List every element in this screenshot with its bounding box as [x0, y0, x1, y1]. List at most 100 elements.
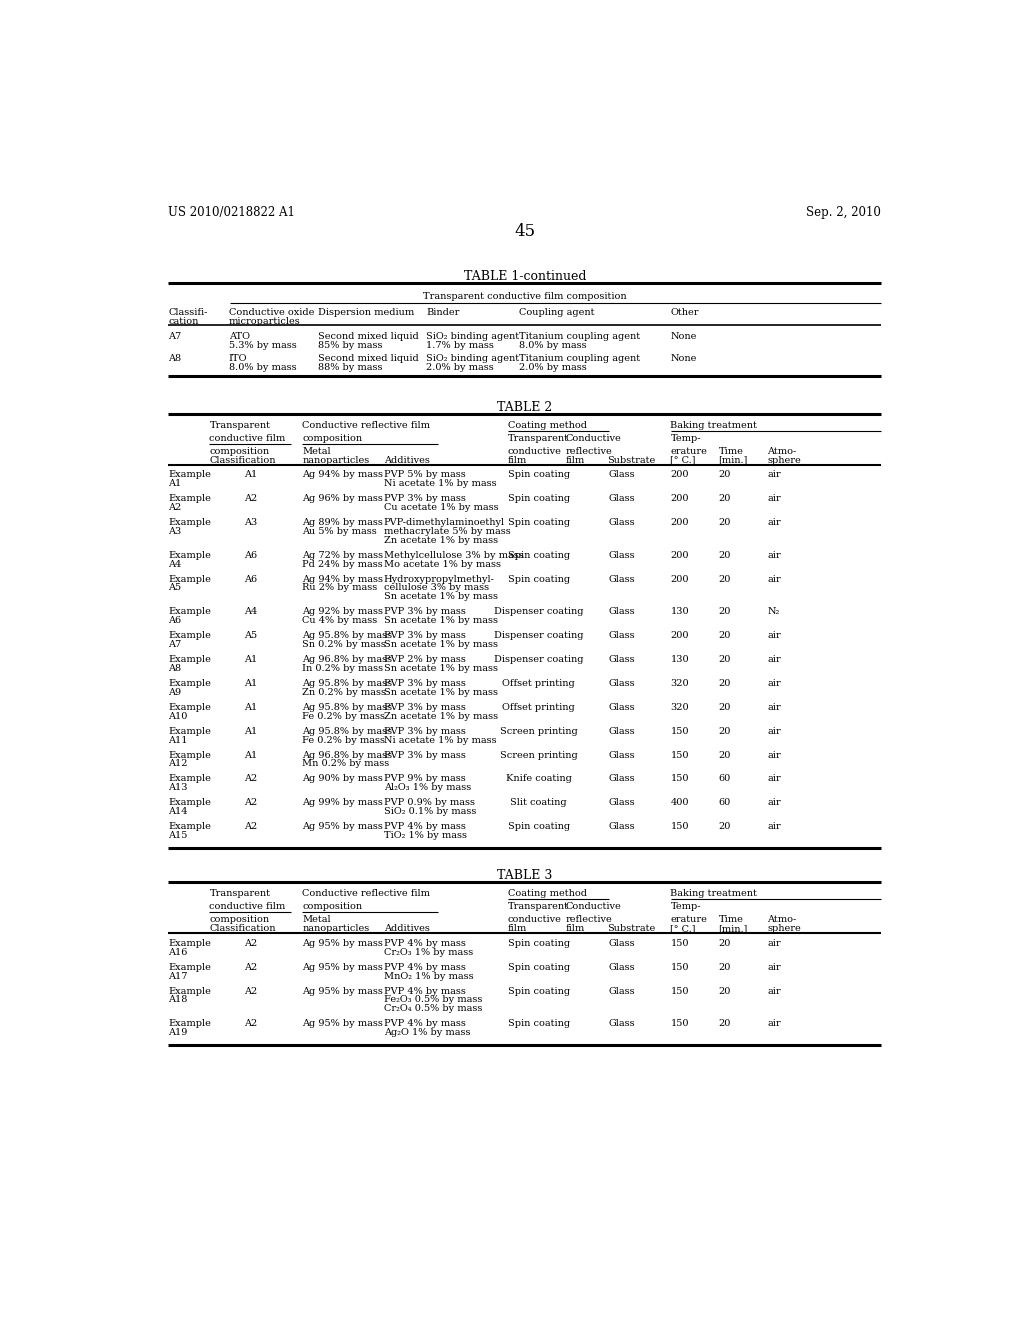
Text: Offset printing: Offset printing — [503, 702, 575, 711]
Text: Time: Time — [719, 915, 743, 924]
Text: 200: 200 — [671, 574, 689, 583]
Text: A1: A1 — [245, 702, 257, 711]
Text: Sep. 2, 2010: Sep. 2, 2010 — [807, 206, 882, 219]
Text: A2: A2 — [245, 799, 257, 808]
Text: 2.0% by mass: 2.0% by mass — [519, 363, 587, 372]
Text: 20: 20 — [719, 822, 731, 832]
Text: In 0.2% by mass: In 0.2% by mass — [302, 664, 384, 673]
Text: A7: A7 — [168, 640, 181, 649]
Text: Hydroxypropylmethyl-: Hydroxypropylmethyl- — [384, 574, 495, 583]
Text: [min.]: [min.] — [719, 924, 748, 933]
Text: Glass: Glass — [608, 631, 635, 640]
Text: Offset printing: Offset printing — [503, 678, 575, 688]
Text: Conductive: Conductive — [566, 434, 622, 442]
Text: air: air — [767, 986, 781, 995]
Text: Glass: Glass — [608, 799, 635, 808]
Text: Baking treatment: Baking treatment — [671, 890, 758, 898]
Text: air: air — [767, 678, 781, 688]
Text: Conductive reflective film: Conductive reflective film — [302, 421, 430, 429]
Text: Ag 90% by mass: Ag 90% by mass — [302, 775, 383, 783]
Text: 20: 20 — [719, 1019, 731, 1028]
Text: Classification: Classification — [209, 924, 275, 933]
Text: Cu acetate 1% by mass: Cu acetate 1% by mass — [384, 503, 499, 512]
Text: A5: A5 — [168, 583, 181, 593]
Text: 150: 150 — [671, 1019, 689, 1028]
Text: Pd 24% by mass: Pd 24% by mass — [302, 560, 383, 569]
Text: Ag 95.8% by mass: Ag 95.8% by mass — [302, 726, 392, 735]
Text: Example: Example — [168, 986, 211, 995]
Text: Cr₂O₃ 1% by mass: Cr₂O₃ 1% by mass — [384, 948, 473, 957]
Text: Atmo-: Atmo- — [767, 915, 797, 924]
Text: nanoparticles: nanoparticles — [302, 455, 370, 465]
Text: Example: Example — [168, 494, 211, 503]
Text: Ag 95% by mass: Ag 95% by mass — [302, 962, 383, 972]
Text: SiO₂ 0.1% by mass: SiO₂ 0.1% by mass — [384, 807, 476, 816]
Text: PVP 4% by mass: PVP 4% by mass — [384, 939, 466, 948]
Text: conductive film: conductive film — [209, 903, 286, 911]
Text: Knife coating: Knife coating — [506, 775, 571, 783]
Text: 8.0% by mass: 8.0% by mass — [519, 341, 587, 350]
Text: Ag 72% by mass: Ag 72% by mass — [302, 550, 384, 560]
Text: Example: Example — [168, 574, 211, 583]
Text: Sn acetate 1% by mass: Sn acetate 1% by mass — [384, 688, 498, 697]
Text: A3: A3 — [168, 527, 181, 536]
Text: air: air — [767, 574, 781, 583]
Text: Classification: Classification — [209, 455, 275, 465]
Text: Coating method: Coating method — [508, 890, 587, 898]
Text: 150: 150 — [671, 751, 689, 759]
Text: sphere: sphere — [767, 455, 801, 465]
Text: Temp-: Temp- — [671, 903, 701, 911]
Text: Example: Example — [168, 751, 211, 759]
Text: 200: 200 — [671, 517, 689, 527]
Text: Ag 92% by mass: Ag 92% by mass — [302, 607, 383, 616]
Text: Spin coating: Spin coating — [508, 1019, 569, 1028]
Text: 150: 150 — [671, 986, 689, 995]
Text: cation: cation — [168, 317, 199, 326]
Text: Example: Example — [168, 702, 211, 711]
Text: A11: A11 — [168, 735, 187, 744]
Text: Glass: Glass — [608, 655, 635, 664]
Text: Zn acetate 1% by mass: Zn acetate 1% by mass — [384, 536, 498, 545]
Text: PVP 5% by mass: PVP 5% by mass — [384, 470, 466, 479]
Text: Spin coating: Spin coating — [508, 962, 569, 972]
Text: air: air — [767, 822, 781, 832]
Text: PVP 3% by mass: PVP 3% by mass — [384, 607, 466, 616]
Text: Zn 0.2% by mass: Zn 0.2% by mass — [302, 688, 386, 697]
Text: Screen printing: Screen printing — [500, 751, 578, 759]
Text: composition: composition — [209, 446, 269, 455]
Text: Metal: Metal — [302, 915, 331, 924]
Text: Example: Example — [168, 517, 211, 527]
Text: Glass: Glass — [608, 550, 635, 560]
Text: A16: A16 — [168, 948, 187, 957]
Text: Dispersion medium: Dispersion medium — [317, 308, 414, 317]
Text: A1: A1 — [168, 479, 181, 488]
Text: [° C.]: [° C.] — [671, 455, 696, 465]
Text: Cr₂O₄ 0.5% by mass: Cr₂O₄ 0.5% by mass — [384, 1005, 482, 1014]
Text: Au 5% by mass: Au 5% by mass — [302, 527, 377, 536]
Text: 1.7% by mass: 1.7% by mass — [426, 341, 495, 350]
Text: Ru 2% by mass: Ru 2% by mass — [302, 583, 378, 593]
Text: cellulose 3% by mass: cellulose 3% by mass — [384, 583, 488, 593]
Text: 130: 130 — [671, 655, 689, 664]
Text: air: air — [767, 470, 781, 479]
Text: 20: 20 — [719, 517, 731, 527]
Text: 20: 20 — [719, 607, 731, 616]
Text: PVP 3% by mass: PVP 3% by mass — [384, 631, 466, 640]
Text: Time: Time — [719, 446, 743, 455]
Text: composition: composition — [302, 434, 362, 442]
Text: 200: 200 — [671, 631, 689, 640]
Text: Glass: Glass — [608, 574, 635, 583]
Text: SiO₂ binding agent: SiO₂ binding agent — [426, 354, 519, 363]
Text: PVP-dimethylaminoethyl: PVP-dimethylaminoethyl — [384, 517, 505, 527]
Text: Glass: Glass — [608, 607, 635, 616]
Text: 20: 20 — [719, 986, 731, 995]
Text: Ag 96.8% by mass: Ag 96.8% by mass — [302, 655, 392, 664]
Text: TABLE 1-continued: TABLE 1-continued — [464, 271, 586, 282]
Text: A1: A1 — [245, 655, 257, 664]
Text: Glass: Glass — [608, 517, 635, 527]
Text: 150: 150 — [671, 962, 689, 972]
Text: PVP 2% by mass: PVP 2% by mass — [384, 655, 466, 664]
Text: 320: 320 — [671, 678, 689, 688]
Text: Conductive oxide: Conductive oxide — [228, 308, 314, 317]
Text: 60: 60 — [719, 775, 731, 783]
